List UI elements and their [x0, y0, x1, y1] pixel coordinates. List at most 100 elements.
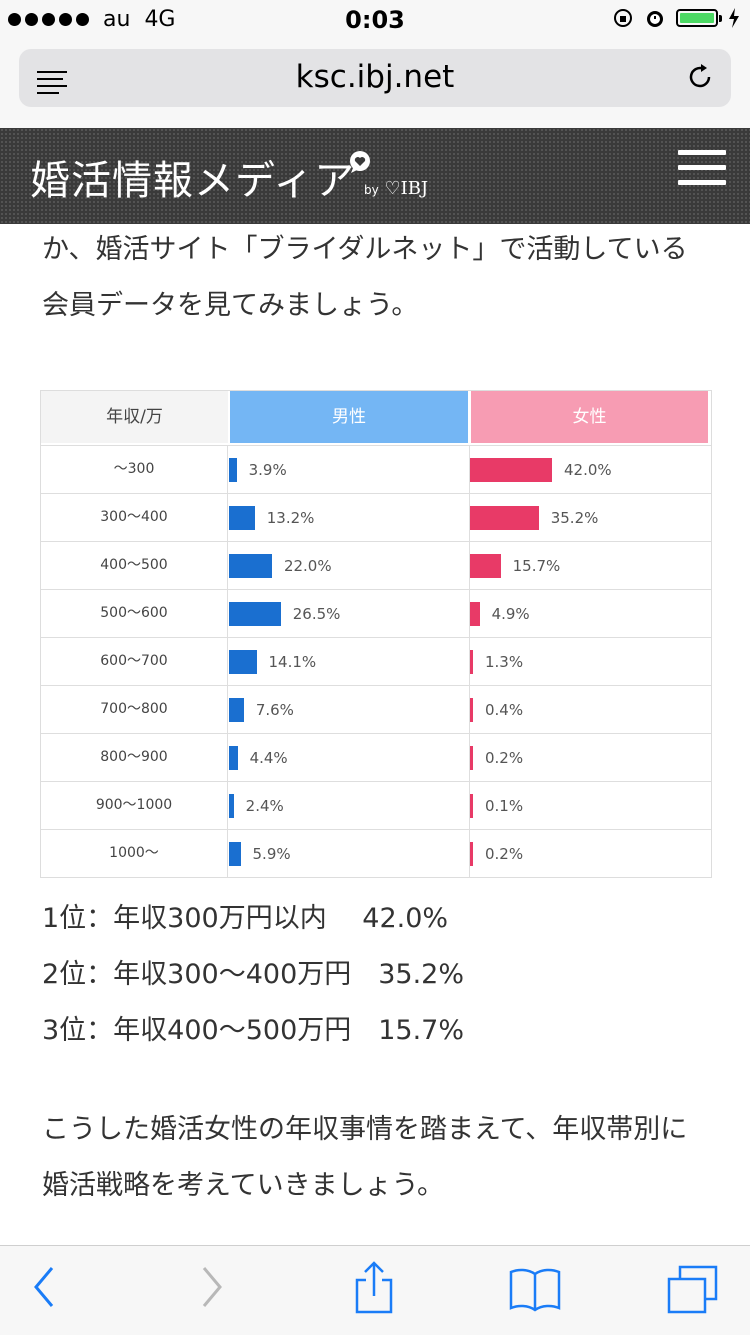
male-bar: [229, 794, 234, 818]
male-value: 13.2%: [266, 509, 315, 527]
signal-icon: [8, 13, 89, 26]
female-bar: [470, 602, 480, 626]
table-row: 900〜1000 2.4% 0.1%: [41, 781, 711, 830]
table-row: 1000〜 5.9% 0.2%: [41, 829, 711, 878]
female-bar: [470, 746, 473, 770]
ibj-brand: by ♡IBJ: [364, 178, 429, 199]
tabs-icon[interactable]: [666, 1264, 720, 1316]
male-value: 4.4%: [249, 749, 288, 767]
male-cell: 5.9%: [229, 830, 470, 878]
male-cell: 2.4%: [229, 782, 470, 830]
rank-1: 1位：年収300万円以内 42.0%: [42, 903, 449, 934]
url-field[interactable]: ksc.ibj.net: [19, 49, 731, 107]
male-cell: 7.6%: [229, 686, 470, 734]
female-value: 35.2%: [550, 509, 599, 527]
female-value: 0.4%: [485, 701, 524, 719]
income-range-label: 500〜600: [41, 590, 228, 638]
header-income: 年収/万: [41, 391, 228, 443]
male-bar: [229, 602, 281, 626]
carrier: au: [103, 7, 131, 32]
site-header: 婚活情報メディア by ♡IBJ: [0, 128, 750, 224]
female-value: 0.1%: [485, 797, 524, 815]
female-bar: [470, 842, 473, 866]
table-row: 800〜900 4.4% 0.2%: [41, 733, 711, 782]
male-cell: 4.4%: [229, 734, 470, 782]
female-value: 0.2%: [485, 749, 524, 767]
female-cell: 35.2%: [470, 494, 711, 542]
browser-toolbar: [0, 1245, 750, 1335]
battery-icon: [676, 9, 722, 27]
table-row: 〜300 3.9% 42.0%: [41, 445, 711, 494]
reader-menu-icon[interactable]: [37, 71, 67, 99]
table-header-row: 年収/万 男性 女性: [41, 391, 711, 445]
female-cell: 0.2%: [470, 830, 711, 878]
bookmarks-icon[interactable]: [508, 1266, 562, 1312]
income-range-label: 300〜400: [41, 494, 228, 542]
male-bar: [229, 842, 241, 866]
male-value: 5.9%: [252, 845, 291, 863]
table-row: 400〜500 22.0% 15.7%: [41, 541, 711, 590]
speech-heart-icon: [350, 151, 370, 173]
male-bar: [229, 746, 238, 770]
male-cell: 22.0%: [229, 542, 470, 590]
table-row: 300〜400 13.2% 35.2%: [41, 493, 711, 542]
site-logo[interactable]: 婚活情報メディア: [30, 158, 356, 204]
male-bar: [229, 698, 244, 722]
male-value: 3.9%: [248, 461, 287, 479]
table-row: 600〜700 14.1% 1.3%: [41, 637, 711, 686]
female-cell: 42.0%: [470, 446, 711, 494]
income-chart-table: 年収/万 男性 女性 〜300 3.9% 42.0% 300〜400 13.2% 35.2…: [40, 390, 712, 878]
income-range-label: 1000〜: [41, 830, 228, 878]
male-value: 14.1%: [268, 653, 317, 671]
income-range-label: 800〜900: [41, 734, 228, 782]
female-value: 42.0%: [564, 461, 612, 479]
male-bar: [229, 554, 272, 578]
url-text[interactable]: ksc.ibj.net: [295, 59, 455, 95]
female-bar: [470, 554, 501, 578]
male-cell: 3.9%: [229, 446, 470, 494]
female-bar: [470, 650, 473, 674]
income-range-label: 900〜1000: [41, 782, 228, 830]
reload-icon[interactable]: [685, 62, 715, 92]
article-paragraph-2: こうした婚活女性の年収事情を踏まえて、年収帯別に婚活戦略を考えていきましょう。: [42, 1114, 688, 1201]
clock: 0:03: [345, 6, 405, 34]
male-bar: [229, 506, 255, 530]
header-male: 男性: [230, 391, 468, 443]
female-cell: 15.7%: [470, 542, 711, 590]
male-value: 2.4%: [245, 797, 284, 815]
female-value: 4.9%: [491, 605, 530, 623]
male-cell: 14.1%: [229, 638, 470, 686]
male-value: 22.0%: [283, 557, 332, 575]
male-value: 7.6%: [255, 701, 294, 719]
rank-3: 3位：年収400〜500万円 15.7%: [42, 1015, 465, 1046]
female-value: 15.7%: [512, 557, 561, 575]
back-icon[interactable]: [30, 1264, 58, 1310]
orientation-lock-icon: [614, 9, 632, 27]
share-icon[interactable]: [352, 1260, 396, 1316]
table-row: 500〜600 26.5% 4.9%: [41, 589, 711, 638]
female-cell: 0.2%: [470, 734, 711, 782]
female-bar: [470, 698, 473, 722]
female-value: 0.2%: [485, 845, 524, 863]
rank-2: 2位：年収300〜400万円 35.2%: [42, 959, 465, 990]
browser-address-bar: ksc.ibj.net: [0, 40, 750, 129]
female-value: 1.3%: [485, 653, 524, 671]
forward-icon[interactable]: [198, 1264, 226, 1310]
male-bar: [229, 458, 237, 482]
income-range-label: 〜300: [41, 446, 228, 494]
female-bar: [470, 458, 552, 482]
female-cell: 0.1%: [470, 782, 711, 830]
header-female: 女性: [471, 391, 708, 443]
male-cell: 13.2%: [229, 494, 470, 542]
male-value: 26.5%: [292, 605, 341, 623]
female-bar: [470, 506, 539, 530]
status-bar: au 4G 0:03: [0, 0, 750, 40]
charging-icon: [729, 8, 739, 28]
hamburger-menu-icon[interactable]: [678, 150, 726, 195]
female-cell: 4.9%: [470, 590, 711, 638]
alarm-icon: [647, 11, 663, 27]
female-cell: 0.4%: [470, 686, 711, 734]
table-row: 700〜800 7.6% 0.4%: [41, 685, 711, 734]
article-paragraph: か、婚活サイト「ブライダルネット」で活動している会員データを見てみましょう。: [42, 234, 688, 321]
female-bar: [470, 794, 473, 818]
